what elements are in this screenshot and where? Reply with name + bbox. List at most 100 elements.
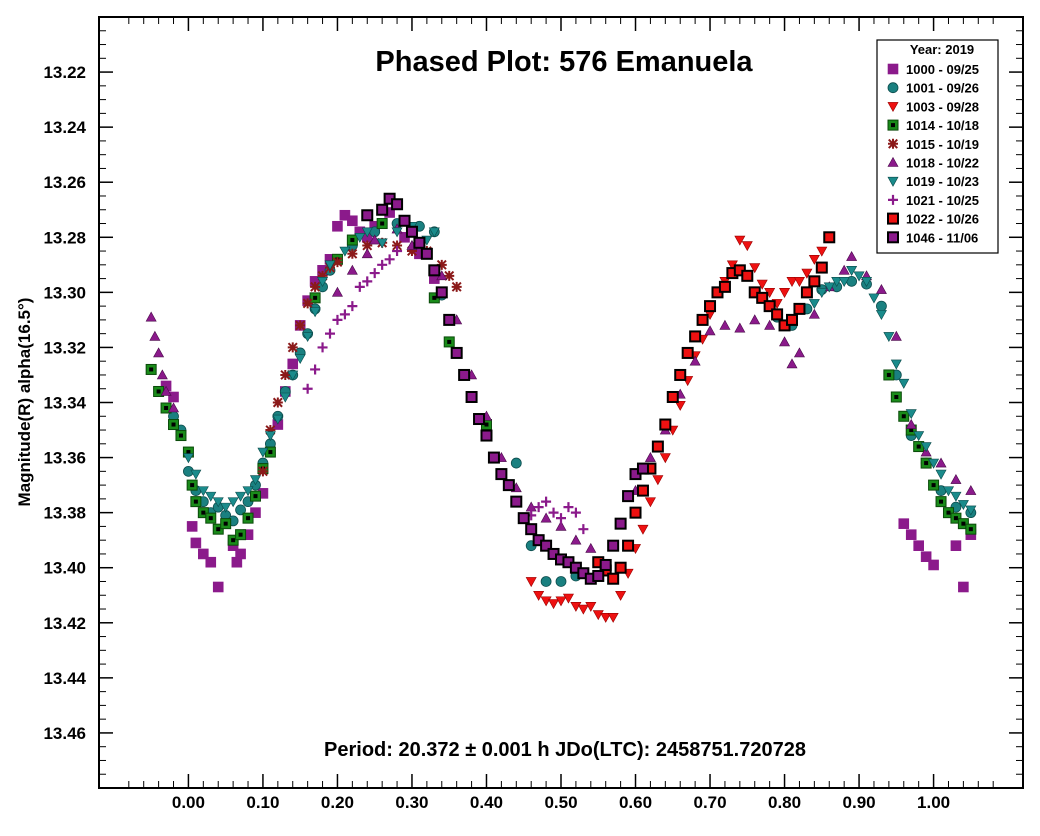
series-4 <box>145 218 977 546</box>
data-point <box>309 292 321 304</box>
data-point <box>332 220 343 232</box>
series-8 <box>302 246 589 535</box>
data-point <box>808 299 820 309</box>
data-point <box>689 330 702 343</box>
data-point <box>786 277 798 287</box>
data-point <box>428 264 441 277</box>
data-point <box>875 283 887 294</box>
data-point <box>779 336 791 347</box>
x-tick-label: 0.20 <box>321 793 354 812</box>
data-point <box>607 572 620 585</box>
data-point <box>599 558 612 571</box>
data-point <box>391 198 404 211</box>
data-point <box>420 247 433 260</box>
data-point <box>898 518 910 529</box>
data-point <box>749 263 761 274</box>
data-point <box>920 442 932 453</box>
data-point <box>928 458 940 469</box>
data-point <box>815 261 828 274</box>
legend-label: 1003 - 09/28 <box>906 99 979 114</box>
data-point <box>786 358 798 369</box>
data-point <box>264 431 276 442</box>
data-point <box>331 286 343 297</box>
legend-label: 1015 - 10/19 <box>906 137 979 152</box>
data-point <box>405 225 418 238</box>
data-point <box>347 248 358 259</box>
axis-ticks: 0.00 0.10 0.20 0.30 0.40 0.50 0.60 0.70 0.80 0.90… <box>43 17 1023 812</box>
y-axis-label: Magnitude(R) alpha(16.5°) <box>15 298 34 507</box>
data-point <box>376 218 388 230</box>
data-point <box>719 319 731 330</box>
data-point <box>541 496 552 507</box>
legend-item: 1018 - 10/22 <box>887 156 979 171</box>
data-point <box>265 425 276 436</box>
data-point <box>242 486 254 497</box>
data-point <box>436 259 447 270</box>
data-point <box>406 246 417 257</box>
data-point <box>718 280 731 293</box>
data-point <box>749 314 761 325</box>
data-point <box>592 610 604 621</box>
data-point <box>734 322 746 333</box>
legend-item: 1015 - 10/19 <box>888 137 979 152</box>
data-point <box>965 484 977 495</box>
data-point <box>853 271 865 282</box>
legend-marker <box>887 212 899 225</box>
data-point <box>898 410 910 422</box>
data-point <box>346 234 358 246</box>
data-point <box>249 475 261 486</box>
data-point <box>235 529 247 541</box>
legend-title: Year: 2019 <box>910 42 974 57</box>
data-point <box>302 298 313 309</box>
data-point <box>808 308 820 319</box>
data-point <box>443 336 455 348</box>
data-point <box>801 268 813 279</box>
legend-item: 1021 - 10/25 <box>888 193 979 208</box>
data-point <box>935 469 947 480</box>
series-7 <box>182 221 977 516</box>
legend-marker <box>887 63 899 75</box>
data-point <box>928 559 939 571</box>
data-point <box>287 358 299 370</box>
legend-label: 1021 - 10/25 <box>906 193 979 208</box>
data-point <box>570 507 581 518</box>
data-point <box>816 288 828 298</box>
legend-marker <box>887 82 899 94</box>
data-point <box>250 507 261 518</box>
data-point <box>369 268 380 279</box>
series-5 <box>257 237 462 477</box>
data-point <box>965 523 977 535</box>
data-point <box>823 282 835 293</box>
data-point <box>540 512 552 523</box>
legend-marker <box>887 156 899 167</box>
data-point <box>347 301 358 312</box>
data-point <box>689 355 701 366</box>
data-point <box>533 590 545 601</box>
data-point <box>451 281 462 292</box>
x-tick-label: 0.70 <box>693 793 726 812</box>
data-point <box>302 332 314 343</box>
data-point <box>556 513 566 524</box>
data-point <box>205 491 217 502</box>
data-point <box>473 413 486 426</box>
data-point <box>756 291 769 304</box>
data-point <box>190 496 202 508</box>
data-point <box>257 447 269 458</box>
legend-label: 1000 - 09/25 <box>906 62 979 77</box>
data-point <box>786 313 798 326</box>
legend-item: 1046 - 11/06 <box>887 230 978 245</box>
y-tick-label: 13.36 <box>43 449 86 468</box>
data-point <box>294 354 306 365</box>
legend-label: 1019 - 10/23 <box>906 174 979 189</box>
data-point <box>555 596 567 607</box>
data-point <box>354 232 366 243</box>
data-point <box>347 215 358 227</box>
data-point <box>883 332 895 343</box>
data-point <box>607 612 619 623</box>
x-tick-label: 0.60 <box>619 793 652 812</box>
data-point <box>249 490 261 502</box>
data-point <box>540 596 552 607</box>
data-point <box>398 214 411 227</box>
x-tick-label: 1.00 <box>917 793 950 812</box>
data-point <box>696 313 709 326</box>
